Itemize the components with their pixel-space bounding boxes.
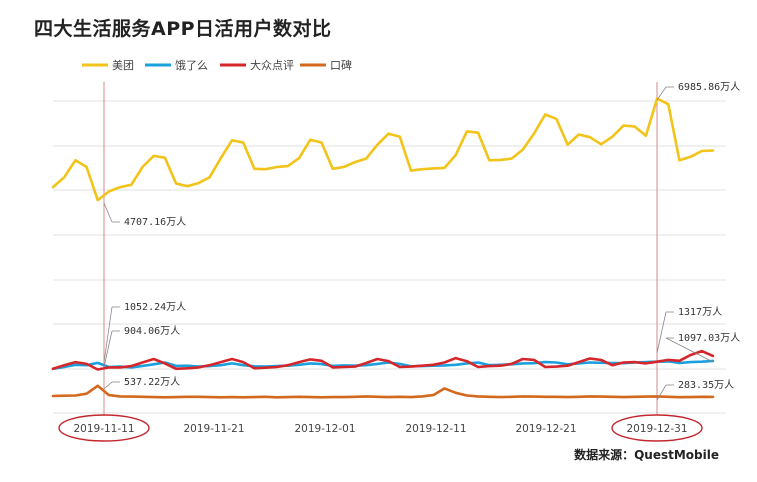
x-tick-label: 2019-12-21 <box>515 423 576 435</box>
legend-label: 口碑 <box>330 59 352 72</box>
x-axis-ticks: 2019-11-11 2019-11-21 2019-12-01 2019-12-11… <box>58 414 703 442</box>
annotation-leader <box>103 306 113 363</box>
annotation-label: 1052.24万人 <box>124 301 186 313</box>
series-lines <box>51 97 715 399</box>
series-line-3 <box>51 384 715 399</box>
annotation-label: 283.35万人 <box>678 379 734 391</box>
x-tick-label: 2019-12-31 <box>626 423 687 435</box>
annotation-label: 1317万人 <box>678 306 722 318</box>
annotation-leader <box>656 86 667 101</box>
legend-label: 美团 <box>112 59 134 72</box>
annotation-leader <box>103 330 113 368</box>
highlight-circle <box>611 414 703 442</box>
chart-title: 四大生活服务APP日活用户数对比 <box>34 18 332 40</box>
highlight-circle <box>58 414 150 442</box>
grid-lines <box>53 100 726 414</box>
series-line-0 <box>51 97 715 202</box>
legend-label: 饿了么 <box>175 58 208 72</box>
data-source-label: 数据来源：QuestMobile <box>574 448 719 462</box>
annotation-leader <box>656 311 667 354</box>
annotation-leader <box>103 381 113 390</box>
annotation-leader <box>103 202 113 223</box>
annotation-label: 904.06万人 <box>124 325 180 337</box>
annotations: 4707.16万人 6985.86万人 1052.24万人 904.06万人 537.2… <box>103 81 740 401</box>
annotation-label: 1097.03万人 <box>678 332 740 344</box>
annotation-label: 6985.86万人 <box>678 81 740 93</box>
annotation-label: 537.22万人 <box>124 376 180 388</box>
x-tick-label: 2019-12-11 <box>405 423 466 435</box>
x-tick-label: 2019-12-01 <box>294 423 355 435</box>
legend-label: 大众点评 <box>250 58 294 72</box>
annotation-leader <box>665 337 714 363</box>
legend: 美团 饿了么 大众点评 口碑 <box>82 58 352 72</box>
x-tick-label: 2019-11-21 <box>183 423 244 435</box>
x-tick-label: 2019-11-11 <box>73 423 134 435</box>
annotation-leader <box>656 384 667 401</box>
annotation-label: 4707.16万人 <box>124 216 186 228</box>
series-line-2 <box>51 349 715 371</box>
